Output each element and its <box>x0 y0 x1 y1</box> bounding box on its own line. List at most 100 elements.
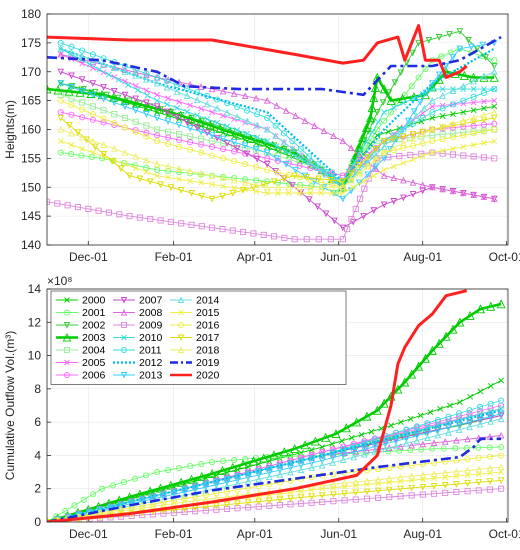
series-marker-2005 <box>491 97 498 104</box>
series-marker-2006 <box>470 122 477 129</box>
series-marker-2018 <box>347 176 355 184</box>
series-marker-2003 <box>259 453 269 463</box>
series-marker-2013 <box>68 84 75 91</box>
series-marker-2009 <box>430 490 438 497</box>
series-marker-2007 <box>370 207 378 214</box>
legend-marker <box>177 296 185 303</box>
series-marker-2014 <box>117 504 125 511</box>
series-marker-2001 <box>407 447 414 454</box>
series-marker-2009 <box>361 185 368 192</box>
series-marker-2017 <box>177 187 185 194</box>
series-marker-2007 <box>163 108 171 116</box>
series-marker-2011 <box>164 78 171 85</box>
series-marker-2018 <box>419 130 427 138</box>
series-marker-2015 <box>370 172 377 179</box>
series-marker-2014 <box>382 445 389 453</box>
series-marker-2017 <box>229 189 237 197</box>
series-marker-2000 <box>480 105 487 112</box>
series-marker-2008 <box>409 179 417 186</box>
series-marker-2014 <box>110 64 118 71</box>
series-marker-2008 <box>490 195 498 202</box>
series-marker-2003 <box>361 123 371 133</box>
series-marker-2015 <box>253 188 260 195</box>
series-marker-2017 <box>315 175 323 183</box>
series-marker-2017 <box>74 129 82 136</box>
series-marker-2001 <box>110 482 117 489</box>
series-marker-2006 <box>68 111 75 118</box>
series-marker-2013 <box>292 166 299 174</box>
series-marker-2003 <box>268 140 278 150</box>
series-marker-2001 <box>231 457 238 464</box>
series-marker-2016 <box>79 106 86 113</box>
series-marker-2009 <box>453 488 460 496</box>
series-marker-2014 <box>403 439 410 447</box>
series-marker-2013 <box>350 449 358 456</box>
series-marker-2014 <box>350 453 358 461</box>
series-marker-2011 <box>466 407 473 414</box>
series-marker-2008 <box>497 431 505 439</box>
series-marker-2011 <box>264 114 271 121</box>
series-marker-2013 <box>487 413 494 421</box>
series-marker-2005 <box>79 60 86 67</box>
series-marker-2016 <box>220 155 227 162</box>
series-marker-2003 <box>362 411 372 421</box>
series-marker-2008 <box>459 189 467 197</box>
series-marker-2013 <box>197 128 205 136</box>
series-marker-2017 <box>470 118 477 126</box>
series-marker-2016 <box>143 133 150 140</box>
series-marker-2016 <box>187 146 194 153</box>
series-marker-2009 <box>327 236 334 243</box>
series-marker-2003 <box>185 113 196 124</box>
series-marker-2008 <box>292 112 299 119</box>
series-marker-2013 <box>143 111 150 118</box>
series-marker-2017 <box>255 498 263 506</box>
series-marker-2007 <box>110 87 118 95</box>
series-marker-2010 <box>194 112 201 119</box>
series-marker-2014 <box>424 434 431 442</box>
legend-label: 2011 <box>139 345 162 357</box>
series-marker-2007 <box>100 84 107 91</box>
series-marker-2006 <box>89 116 96 123</box>
series-marker-2010 <box>96 66 103 73</box>
series-marker-2018 <box>400 139 407 147</box>
series-marker-2003 <box>496 299 506 309</box>
series-marker-2008 <box>397 443 404 450</box>
legend-label: 2007 <box>139 295 163 307</box>
series-marker-2013 <box>445 424 452 432</box>
series-marker-2014 <box>404 120 412 127</box>
series-marker-2013 <box>186 125 194 132</box>
series-line-2006 <box>47 405 502 522</box>
series-marker-2015 <box>285 190 292 196</box>
series-marker-2006 <box>198 141 205 148</box>
series-marker-2011 <box>480 89 487 96</box>
series-marker-2007 <box>419 187 427 195</box>
series-marker-2003 <box>352 417 362 427</box>
series-marker-2017 <box>497 477 505 484</box>
series-marker-2014 <box>490 68 498 75</box>
series-marker-2017 <box>374 487 382 495</box>
series-marker-2009 <box>408 492 415 499</box>
series-marker-2007 <box>143 99 150 107</box>
series-marker-2011 <box>298 457 305 464</box>
series-marker-2011 <box>280 130 288 137</box>
legend-marker <box>62 332 72 342</box>
series-2019 <box>47 35 502 97</box>
series-marker-2016 <box>89 111 96 118</box>
series-line-2006 <box>60 111 495 177</box>
series-marker-2011 <box>434 416 442 423</box>
legend-marker <box>64 359 70 366</box>
series-marker-2018 <box>352 478 360 486</box>
series-marker-2009 <box>229 227 236 234</box>
series-marker-2014 <box>289 145 296 152</box>
series-marker-2001 <box>143 472 150 479</box>
series-marker-2017 <box>400 133 407 141</box>
legend-item-2019: 2019 <box>170 357 220 369</box>
series-marker-2001 <box>187 463 194 470</box>
series-marker-2007 <box>223 140 231 147</box>
x-tick-label: Apr-01 <box>237 527 273 541</box>
series-marker-2018 <box>89 137 97 145</box>
series-marker-2001 <box>165 168 172 175</box>
series-marker-2010 <box>439 86 446 92</box>
series-marker-2007 <box>487 414 494 422</box>
series-marker-2010 <box>400 100 407 106</box>
